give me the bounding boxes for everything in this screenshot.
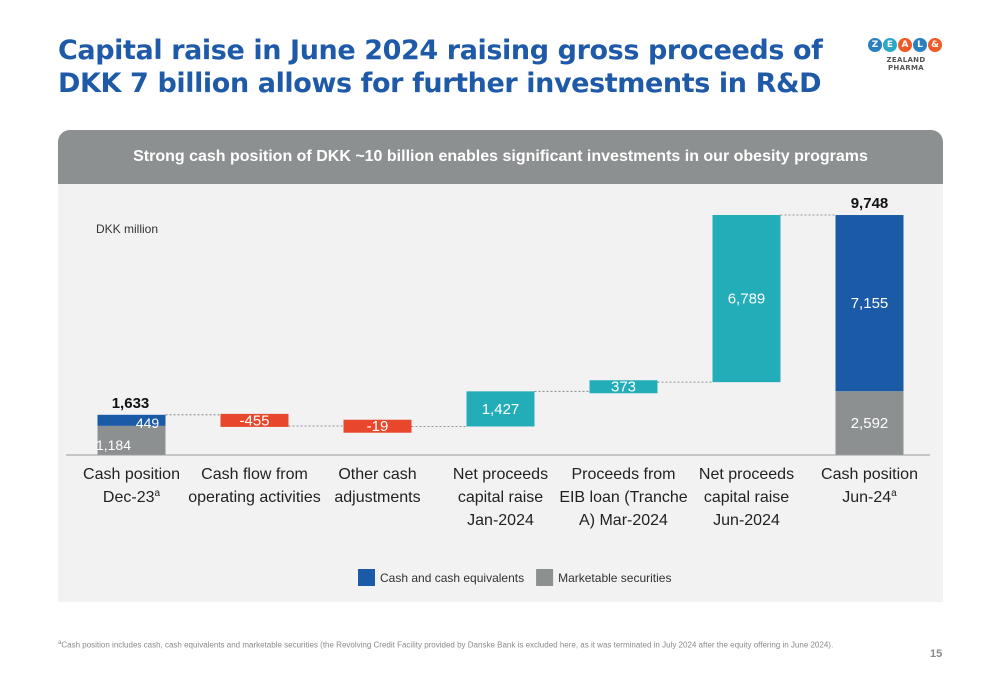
banner: Strong cash position of DKK ~10 billion …	[58, 130, 943, 184]
category-label: Jan-2024	[467, 512, 534, 529]
bar-negative	[220, 413, 289, 427]
category-label: A) Mar-2024	[579, 512, 668, 529]
legend-swatch-securities	[536, 569, 554, 586]
data-label-securities: 2,592	[851, 415, 889, 432]
total-label: 1,633	[112, 395, 150, 412]
category-label: Net proceeds	[699, 466, 794, 483]
category-label: Net proceeds	[453, 466, 548, 483]
unit-label: DKK million	[96, 222, 158, 236]
data-label-positive: 6,789	[728, 291, 766, 308]
data-label-cash: 7,155	[851, 295, 889, 312]
category-label: Proceeds from	[571, 466, 675, 483]
category-label: Cash position	[821, 466, 918, 483]
legend-label-securities: Marketable securities	[558, 571, 671, 585]
category-label: Cash flow from	[201, 466, 308, 483]
bar-positive	[712, 215, 781, 383]
logo-subtitle: ZEALAND PHARMA	[886, 56, 926, 72]
data-label-securities: 1,184	[96, 437, 131, 453]
bar-segment-securities	[835, 391, 904, 455]
category-label: capital raise	[704, 489, 789, 506]
chart-panel: DKK million 1,184 449 1,633 Cash position Dec…	[58, 184, 943, 602]
data-label-positive: 1,427	[482, 401, 520, 418]
logo-letter: A	[898, 38, 912, 52]
data-label-positive: 373	[611, 379, 636, 396]
category-label: Jun-2024	[713, 512, 780, 529]
legend-swatch-cash	[358, 569, 375, 586]
bar-segment-cash	[97, 414, 166, 426]
category-label: operating activities	[188, 489, 321, 506]
zealand-pharma-logo: Z E A L & ZEALAND PHARMA	[868, 38, 944, 78]
data-label-negative: -455	[239, 412, 269, 429]
slide-title: Capital raise in June 2024 raising gross…	[58, 35, 823, 99]
logo-letter: L	[913, 38, 927, 52]
logo-letter: E	[883, 38, 897, 52]
footnote-mark: a	[58, 640, 62, 646]
data-label-negative: -19	[367, 418, 389, 435]
category-label: Other cash	[338, 466, 416, 483]
category-label: Dec-23a	[103, 488, 161, 506]
category-superscript: a	[155, 488, 161, 499]
category-label: EIB loan (Tranche	[559, 489, 687, 506]
logo-letter: Z	[868, 38, 882, 52]
footnote-text: Cash position includes cash, cash equiva…	[61, 640, 834, 650]
bar-positive	[589, 380, 658, 394]
legend-label-cash: Cash and cash equivalents	[380, 571, 524, 585]
total-label: 9,748	[851, 195, 889, 212]
category-superscript: a	[891, 488, 897, 499]
waterfall-chart: DKK million 1,184 449 1,633 Cash position Dec…	[66, 195, 930, 586]
category-label: Cash position	[83, 466, 180, 483]
category-label: Jun-24a	[842, 488, 897, 506]
logo-letter: &	[928, 38, 942, 52]
bar-segment-cash	[835, 215, 904, 392]
bar-negative	[343, 419, 412, 433]
bar-segment-securities	[97, 425, 166, 455]
category-label: adjustments	[334, 489, 420, 506]
data-label-cash: 449	[136, 415, 160, 431]
footnote: aCash position includes cash, cash equiv…	[58, 640, 918, 650]
bar-positive	[466, 391, 535, 427]
page-number: 15	[930, 648, 943, 660]
logo-letters: Z E A L &	[868, 38, 944, 52]
category-label: capital raise	[458, 489, 543, 506]
